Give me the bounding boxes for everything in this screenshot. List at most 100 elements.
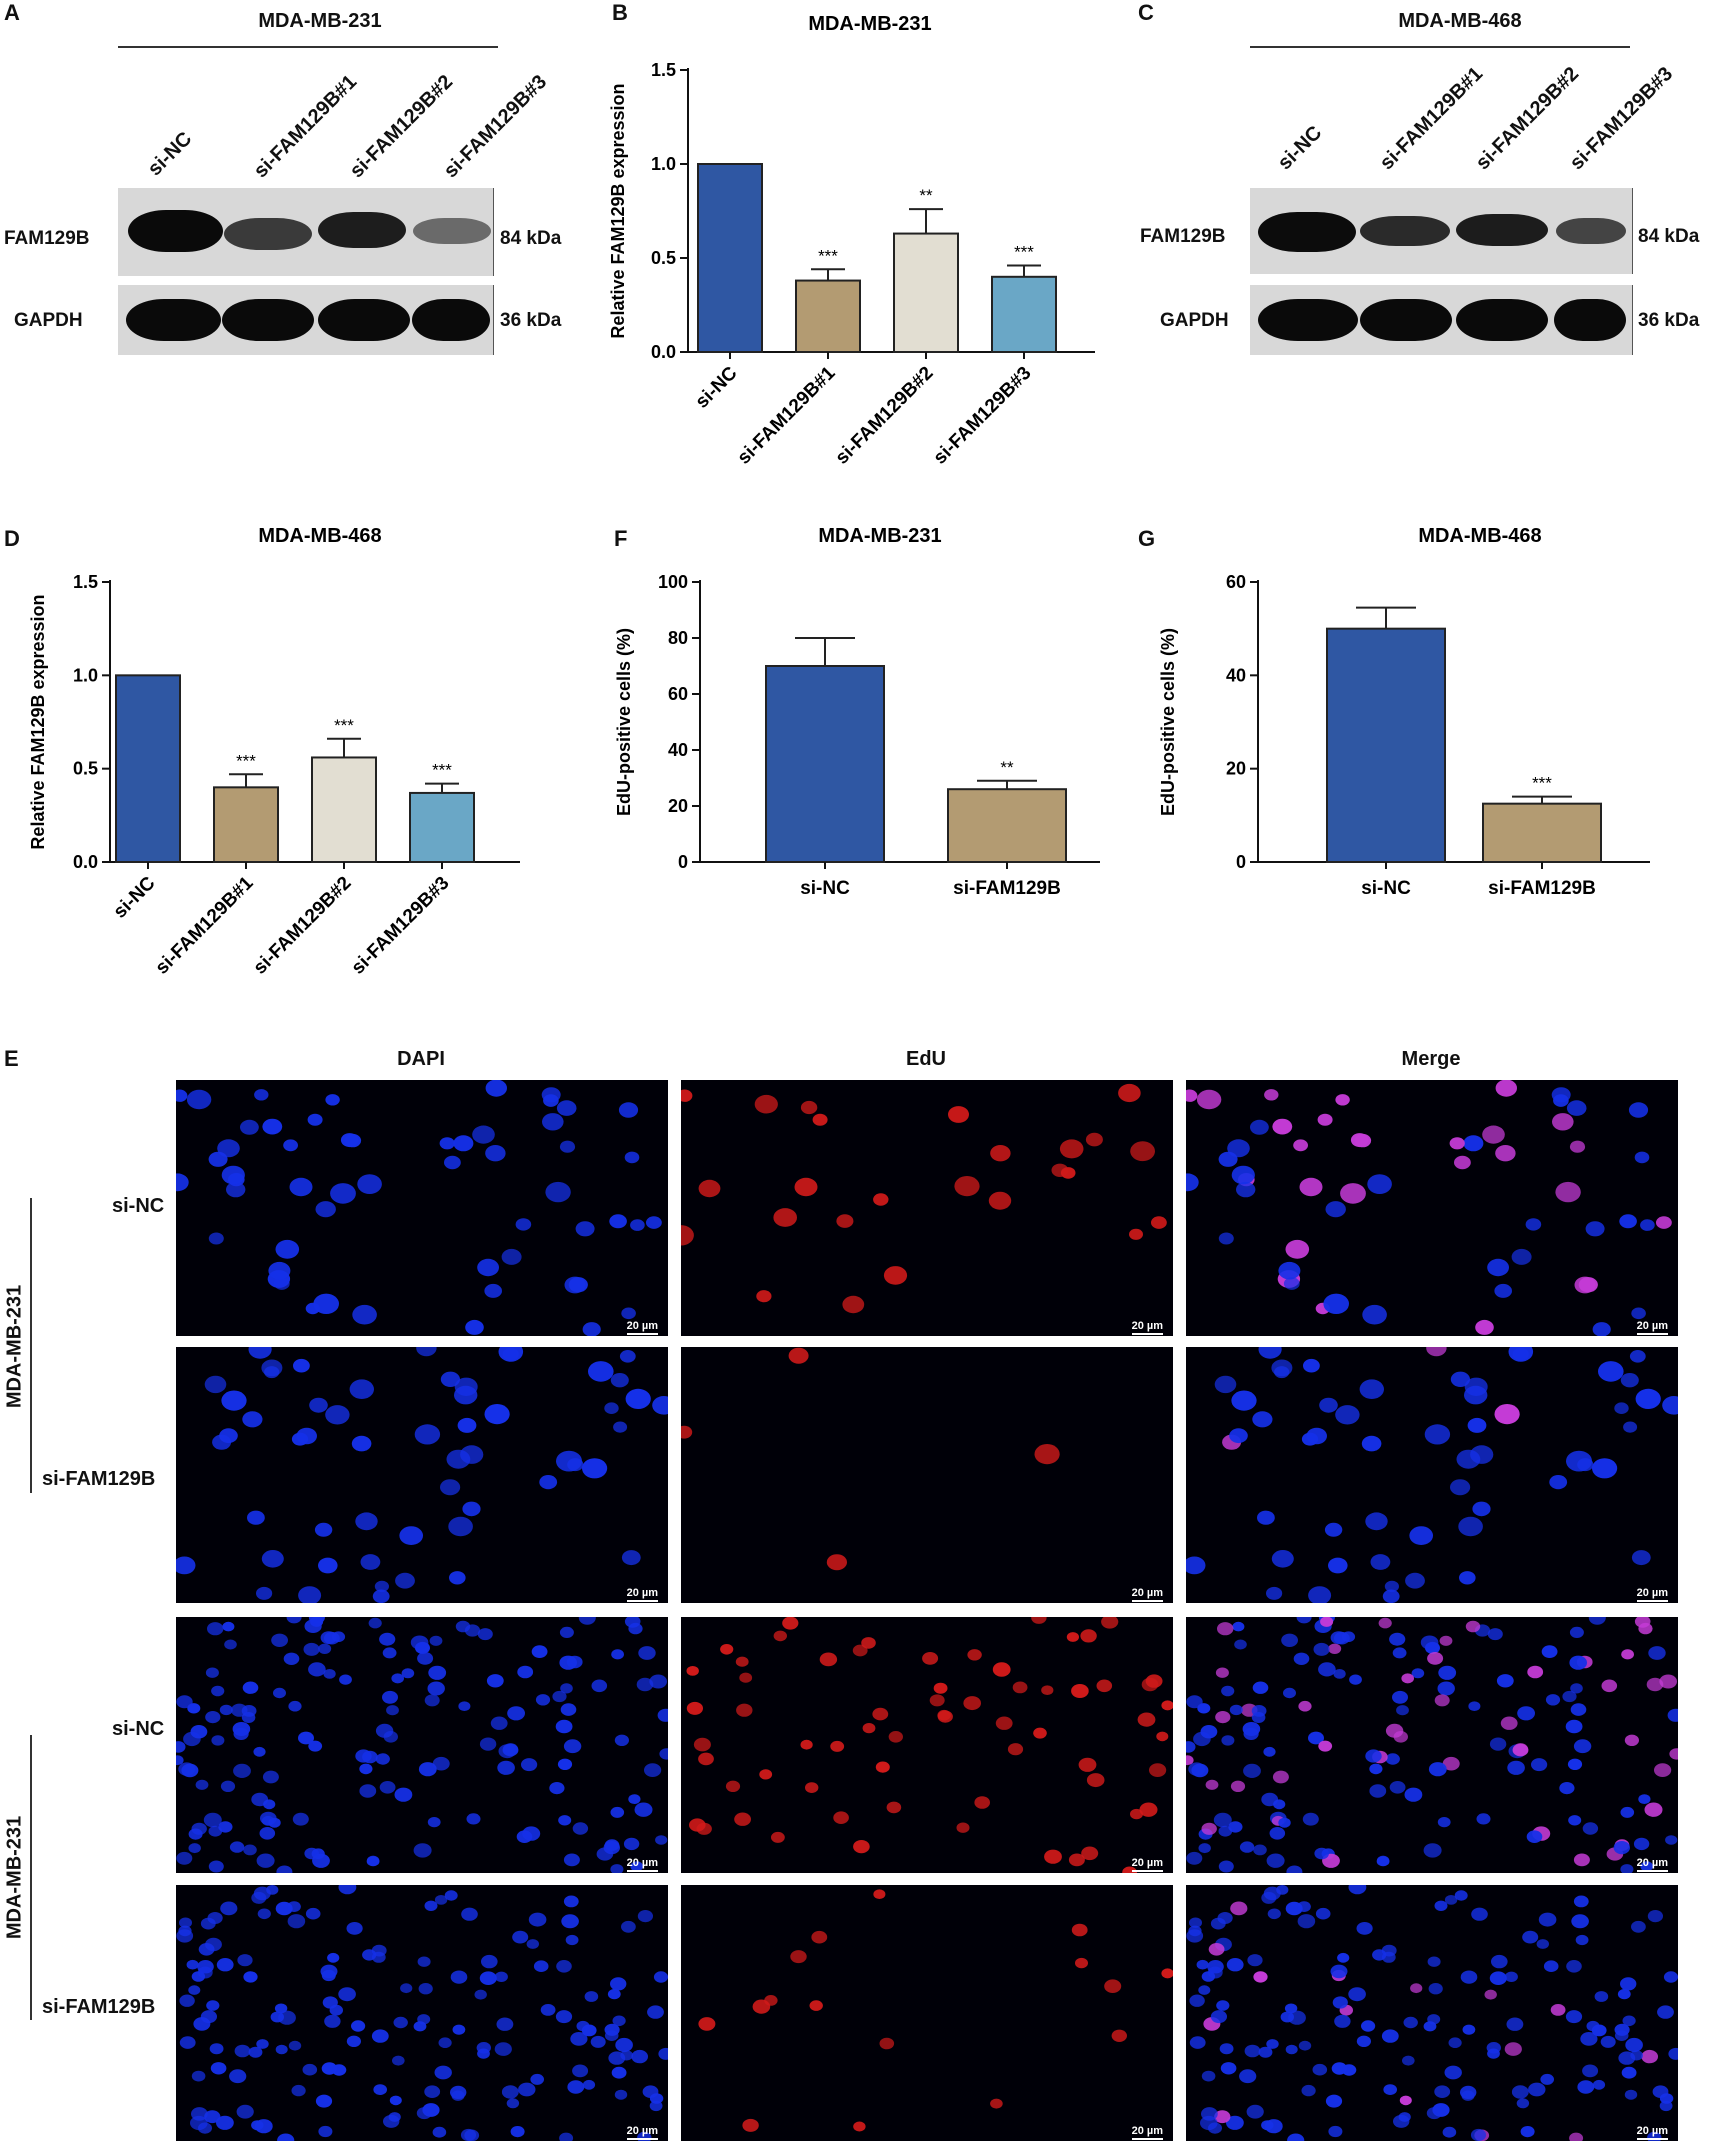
nucleus xyxy=(1323,1293,1349,1314)
nucleus xyxy=(205,1667,219,1678)
nucleus xyxy=(1367,1174,1392,1194)
nucleus xyxy=(1494,1404,1520,1425)
nucleus xyxy=(1385,1753,1400,1765)
y-axis-label: Relative FAM129B expression xyxy=(608,83,628,338)
nucleus xyxy=(1221,1735,1235,1746)
nucleus xyxy=(1559,1782,1575,1795)
nucleus xyxy=(805,1782,819,1793)
nucleus xyxy=(1186,1929,1204,1943)
nucleus xyxy=(1283,1277,1300,1290)
nucleus xyxy=(1034,1444,1060,1465)
nucleus xyxy=(186,1959,199,1970)
nucleus xyxy=(1080,1629,1097,1643)
nucleus xyxy=(1484,1989,1497,2000)
nucleus xyxy=(686,1701,703,1715)
nucleus xyxy=(303,1642,320,1656)
nucleus xyxy=(1624,2089,1638,2100)
nucleus xyxy=(432,1756,450,1771)
nucleus xyxy=(454,1377,478,1396)
panel-letter-f: F xyxy=(614,526,628,551)
nucleus xyxy=(1059,1139,1084,1159)
nucleus xyxy=(346,2035,361,2047)
nucleus xyxy=(1215,1711,1231,1724)
nucleus xyxy=(1278,1817,1291,1828)
nucleus xyxy=(1567,1758,1583,1770)
nucleus xyxy=(1264,1089,1279,1101)
significance-mark: *** xyxy=(432,761,452,780)
nucleus xyxy=(1186,1741,1196,1753)
nucleus xyxy=(1588,1617,1606,1625)
scale-bar: 20 µm xyxy=(1636,1857,1669,1872)
microscopy-image-merge: 20 µm xyxy=(1186,1347,1678,1603)
nucleus xyxy=(1229,1704,1243,1716)
nucleus xyxy=(1631,1920,1646,1933)
nucleus xyxy=(1298,2040,1312,2051)
nucleus xyxy=(1383,2084,1397,2095)
nucleus xyxy=(773,1630,787,1642)
nucleus xyxy=(1536,1939,1549,1949)
nucleus xyxy=(1580,2032,1598,2046)
nucleus xyxy=(1517,1706,1535,1721)
nucleus xyxy=(186,1089,212,1110)
nucleus xyxy=(462,1501,481,1517)
nucleus xyxy=(1196,1089,1222,1110)
nucleus xyxy=(176,1755,184,1766)
nucleus xyxy=(444,1890,458,1901)
western-blot-fam129b xyxy=(118,188,494,276)
nucleus xyxy=(241,1712,256,1723)
nucleus xyxy=(371,2029,389,2043)
nucleus xyxy=(1462,2024,1476,2035)
x-tick-label: si-FAM129B xyxy=(1488,878,1596,899)
nucleus xyxy=(1432,2103,1450,2117)
nucleus xyxy=(1308,1731,1324,1745)
nucleus xyxy=(742,2118,759,2132)
nucleus xyxy=(1638,1794,1651,1804)
nucleus xyxy=(1301,2084,1316,2097)
nucleus xyxy=(756,1290,772,1303)
nucleus xyxy=(1319,1397,1338,1413)
nucleus xyxy=(496,2017,514,2031)
nucleus xyxy=(1592,1458,1618,1479)
nucleus xyxy=(292,1812,309,1826)
nucleus xyxy=(207,1622,224,1636)
nucleus xyxy=(542,1113,564,1131)
nucleus xyxy=(1403,2016,1418,2029)
nucleus xyxy=(773,1208,797,1227)
nucleus xyxy=(1340,1183,1366,1204)
scale-bar: 20 µm xyxy=(626,1320,659,1335)
nucleus xyxy=(1552,1113,1574,1131)
nucleus xyxy=(545,1181,571,1203)
nucleus xyxy=(208,1232,224,1245)
nucleus xyxy=(1033,1727,1047,1739)
nucleus xyxy=(1274,1366,1290,1379)
nucleus xyxy=(262,1118,283,1135)
nucleus xyxy=(205,1711,221,1724)
nucleus xyxy=(1500,1716,1518,1730)
y-tick-label: 0.0 xyxy=(73,852,98,872)
nucleus xyxy=(1267,1908,1281,1920)
nucleus xyxy=(357,1174,382,1194)
nucleus xyxy=(1246,2104,1264,2119)
nucleus xyxy=(1574,1276,1596,1294)
nucleus xyxy=(307,1113,323,1126)
nucleus xyxy=(391,1673,404,1684)
nucleus xyxy=(315,1201,336,1218)
nucleus xyxy=(630,1219,645,1231)
nucleus xyxy=(1328,1643,1342,1654)
nucleus xyxy=(833,1811,849,1824)
nucleus xyxy=(836,1214,854,1228)
nucleus xyxy=(304,1847,319,1860)
nucleus xyxy=(1334,2014,1351,2028)
nucleus xyxy=(862,1723,876,1734)
panel-letter-e: E xyxy=(4,1046,19,1071)
nucleus xyxy=(752,1999,771,2014)
scale-bar: 20 µm xyxy=(1636,1320,1669,1335)
nucleus xyxy=(655,1835,668,1845)
nucleus xyxy=(188,1985,201,1995)
x-tick-label: si-NC xyxy=(800,878,850,899)
nucleus xyxy=(1348,1987,1366,2002)
nucleus xyxy=(424,1694,440,1707)
nucleus xyxy=(273,1277,290,1290)
nucleus xyxy=(1582,2064,1599,2078)
nucleus xyxy=(1229,1428,1248,1444)
